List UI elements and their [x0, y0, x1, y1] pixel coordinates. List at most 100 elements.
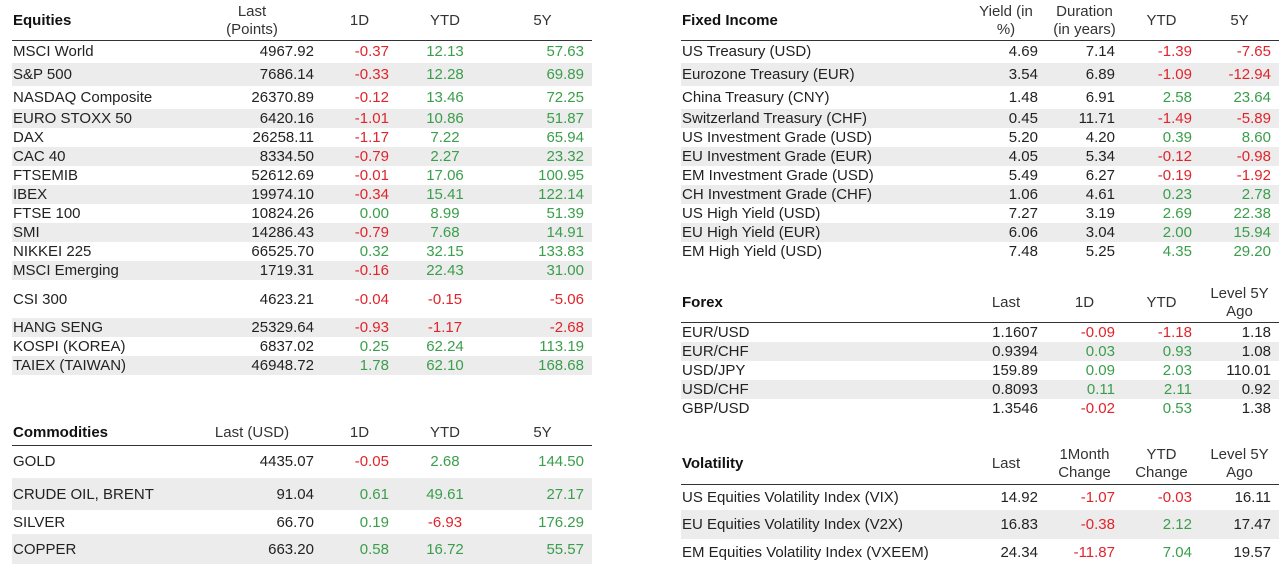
- equities-col-last: Last (Points): [226, 2, 278, 38]
- change-1d: -0.37: [354, 43, 389, 61]
- commodities-col-5y: 5Y: [533, 423, 552, 441]
- yield-value: 4.05: [966, 147, 1046, 166]
- change-1d: 1.78: [322, 356, 397, 375]
- table-row: GOLD 4435.07 -0.05 2.68 144.50: [12, 445, 592, 478]
- table-row: EM Equities Volatility Index (VXEEM) 24.3…: [681, 539, 1279, 566]
- table-row: US High Yield (USD) 7.27 3.19 2.69 22.38: [681, 204, 1279, 223]
- volatility-index-name: EU Equities Volatility Index (V2X): [681, 510, 966, 539]
- change-1d: -0.79: [322, 223, 397, 242]
- change-1d: 0.61: [322, 478, 397, 510]
- change-5y: 22.38: [1233, 205, 1271, 222]
- change-5y: 31.00: [493, 261, 592, 280]
- change-1d: -0.93: [322, 318, 397, 337]
- index-name: KOSPI (KOREA): [13, 338, 126, 355]
- bond-name: EU High Yield (EUR): [681, 223, 966, 242]
- forex-col-last: Last: [991, 293, 1021, 311]
- yield-value: 1.06: [966, 185, 1046, 204]
- change-1m: -1.07: [1080, 488, 1115, 506]
- change-ytd: 2.69: [1162, 205, 1192, 222]
- change-5y: 72.25: [546, 89, 584, 106]
- change-1d: 0.09: [1085, 361, 1115, 379]
- last-value: 4435.07: [259, 453, 314, 471]
- duration-value: 5.25: [1085, 243, 1115, 260]
- change-1d: -0.79: [322, 147, 397, 166]
- last-value: 1.3546: [992, 399, 1038, 417]
- change-ytd: 2.11: [1123, 379, 1200, 399]
- change-ytd: 7.22: [430, 129, 460, 146]
- index-name: MSCI World: [13, 43, 94, 61]
- volatility-col-ytd: YTD Change: [1135, 445, 1188, 481]
- change-ytd: 49.61: [397, 478, 493, 510]
- change-5y: 23.32: [493, 147, 592, 166]
- forex-col-1d: 1D: [1074, 293, 1095, 311]
- bond-name: US Investment Grade (USD): [682, 129, 873, 146]
- change-5y: 2.78: [1200, 185, 1279, 204]
- table-row: COPPER 663.20 0.58 16.72 55.57: [12, 534, 592, 564]
- yield-value: 6.06: [966, 223, 1046, 242]
- change-5y: 144.50: [538, 453, 584, 471]
- table-row: CAC 40 8334.50 -0.79 2.27 23.32: [12, 147, 592, 166]
- change-ytd: 2.03: [1162, 361, 1192, 379]
- change-ytd: 62.24: [426, 338, 464, 355]
- equities-panel: Equities Last (Points) 1D YTD 5Y MSCI Wor…: [12, 2, 592, 375]
- duration-value: 4.20: [1085, 129, 1115, 146]
- change-5y: 65.94: [546, 129, 584, 146]
- fixed-income-col-5y: 5Y: [1230, 11, 1249, 29]
- table-row: DAX 26258.11 -1.17 7.22 65.94: [12, 128, 592, 147]
- bond-name: US High Yield (USD): [682, 205, 821, 222]
- index-name: CSI 300: [13, 290, 68, 308]
- table-row: FTSE 100 10824.26 0.00 8.99 51.39: [12, 204, 592, 223]
- duration-value: 3.04: [1046, 223, 1123, 242]
- change-ytd: -0.19: [1157, 167, 1192, 184]
- level-5y-ago: 0.92: [1200, 379, 1279, 399]
- last-value: 6420.16: [182, 109, 322, 128]
- table-row: KOSPI (KOREA) 6837.02 0.25 62.24 113.19: [12, 337, 592, 356]
- last-value: 14.92: [1000, 488, 1038, 506]
- change-1d: -0.16: [322, 261, 397, 280]
- table-row: US Equities Volatility Index (VIX) 14.92 -…: [681, 484, 1279, 510]
- change-1d: -0.12: [354, 89, 389, 106]
- table-row: S&P 500 7686.14 -0.33 12.28 69.89: [12, 63, 592, 86]
- volatility-panel: Volatility Last 1Month Change YTD Change L…: [681, 444, 1279, 566]
- change-ytd: 2.68: [430, 453, 460, 471]
- last-value: 0.8093: [966, 379, 1046, 399]
- equities-table: Equities Last (Points) 1D YTD 5Y MSCI Wor…: [12, 2, 592, 375]
- change-5y: -12.94: [1200, 63, 1279, 86]
- change-5y: -0.98: [1200, 147, 1279, 166]
- change-1d: -0.04: [354, 290, 389, 308]
- bond-name: China Treasury (CNY): [682, 89, 830, 106]
- last-value: 663.20: [182, 534, 322, 564]
- duration-value: 6.27: [1085, 167, 1115, 184]
- index-name: IBEX: [12, 185, 182, 204]
- change-ytd: 17.06: [426, 167, 464, 184]
- index-name: EURO STOXX 50: [12, 109, 182, 128]
- change-5y: 133.83: [538, 243, 584, 260]
- bond-name: Switzerland Treasury (CHF): [681, 109, 966, 128]
- last-value: 4967.92: [259, 43, 314, 61]
- table-row: GBP/USD 1.3546 -0.02 0.53 1.38: [681, 399, 1279, 418]
- last-value: 24.34: [1000, 544, 1038, 561]
- change-5y: 122.14: [493, 185, 592, 204]
- last-value: 7686.14: [182, 63, 322, 86]
- change-5y: 69.89: [493, 63, 592, 86]
- change-1d: 0.19: [359, 513, 389, 531]
- index-name: HANG SENG: [12, 318, 182, 337]
- change-5y: -5.89: [1200, 109, 1279, 128]
- change-1d: -0.01: [354, 167, 389, 184]
- change-1d: 0.11: [1046, 379, 1123, 399]
- change-ytd: 16.72: [397, 534, 493, 564]
- change-5y: 14.91: [493, 223, 592, 242]
- currency-pair: EUR/CHF: [681, 341, 966, 361]
- index-name: NASDAQ Composite: [13, 89, 153, 106]
- index-name: DAX: [13, 129, 44, 146]
- yield-value: 7.48: [1008, 243, 1038, 260]
- table-row: China Treasury (CNY) 1.48 6.91 2.58 23.64: [681, 86, 1279, 109]
- change-ytd: 0.93: [1123, 341, 1200, 361]
- change-ytd: 12.13: [426, 43, 464, 61]
- last-value: 6837.02: [259, 338, 314, 355]
- forex-rows: EUR/USD 1.1607 -0.09 -1.18 1.18 EUR/CHF 0.9394…: [681, 322, 1279, 418]
- change-5y: 55.57: [493, 534, 592, 564]
- change-1d: 0.32: [359, 243, 389, 260]
- last-value: 25329.64: [182, 318, 322, 337]
- duration-value: 7.14: [1085, 43, 1115, 61]
